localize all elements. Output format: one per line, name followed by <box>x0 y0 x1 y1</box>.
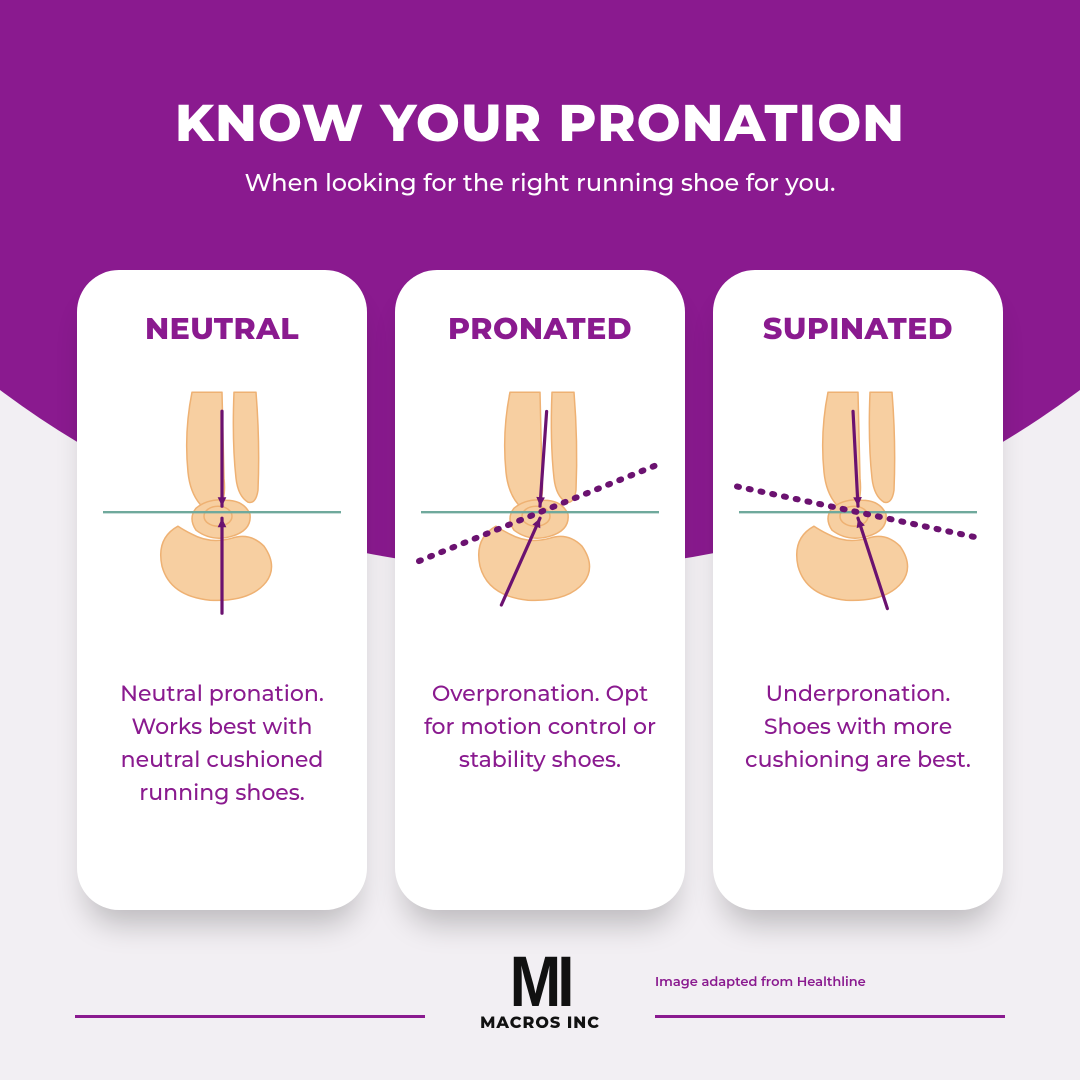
card-title: SUPINATED <box>763 310 953 347</box>
footer-rule-left <box>75 1015 425 1018</box>
pronation-card: SUPINATED Underpronation. Shoes with mor… <box>713 270 1003 910</box>
card-description: Underpronation. Shoes with more cushioni… <box>737 677 979 776</box>
ankle-diagram <box>97 377 347 637</box>
card-title: NEUTRAL <box>145 310 299 347</box>
infographic-stage: KNOW YOUR PRONATION When looking for the… <box>0 0 1080 1080</box>
header: KNOW YOUR PRONATION When looking for the… <box>0 92 1080 198</box>
ankle-diagram <box>733 377 983 637</box>
ankle-diagram <box>415 377 665 637</box>
card-title: PRONATED <box>448 310 632 347</box>
card-description: Overpronation. Opt for motion control or… <box>419 677 661 776</box>
page-title: KNOW YOUR PRONATION <box>0 92 1080 155</box>
logo-top: MI <box>510 947 571 1018</box>
card-row: NEUTRAL Neutral pronation. Works best wi… <box>77 270 1003 910</box>
pronation-card: NEUTRAL Neutral pronation. Works best wi… <box>77 270 367 910</box>
card-description: Neutral pronation. Works best with neutr… <box>101 677 343 809</box>
brand-logo: MI MACROS INC <box>480 952 600 1032</box>
image-credit: Image adapted from Healthline <box>655 974 866 990</box>
page-subtitle: When looking for the right running shoe … <box>0 169 1080 198</box>
footer: MI MACROS INC Image adapted from Healthl… <box>0 932 1080 1032</box>
pronation-card: PRONATED Overpronation. Opt for motion c… <box>395 270 685 910</box>
footer-rule-right <box>655 1015 1005 1018</box>
